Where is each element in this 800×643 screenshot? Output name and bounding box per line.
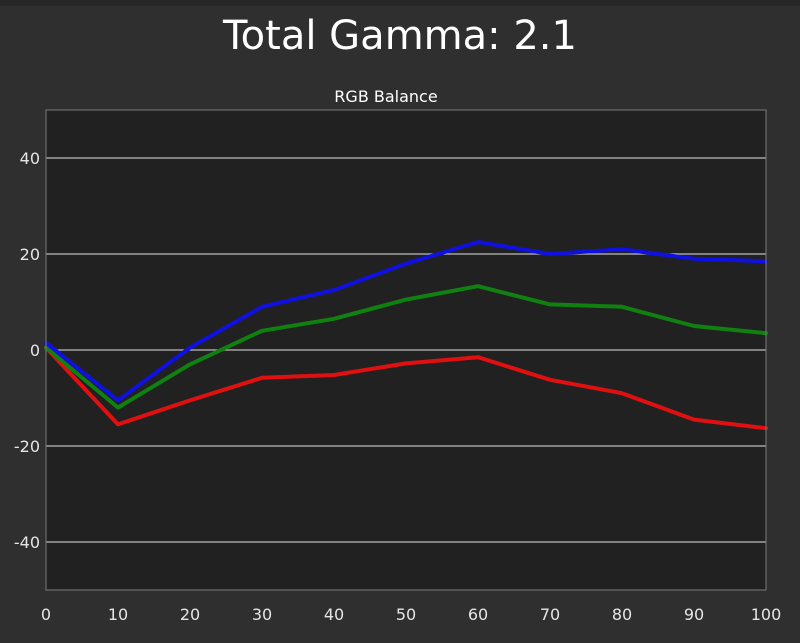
window-top-strip xyxy=(0,0,800,6)
y-tick-label: -40 xyxy=(14,533,40,552)
chart-title: RGB Balance xyxy=(334,87,437,106)
page-title: Total Gamma: 2.1 xyxy=(223,13,577,59)
y-tick-label: -20 xyxy=(14,437,40,456)
x-tick-label: 90 xyxy=(684,605,704,624)
x-tick-labels: 0 10 20 30 40 50 60 70 80 90 100 xyxy=(41,605,781,624)
x-tick-label: 20 xyxy=(180,605,200,624)
x-tick-label: 30 xyxy=(252,605,272,624)
x-tick-label: 50 xyxy=(396,605,416,624)
series-line-3 xyxy=(44,240,768,403)
series-line-1 xyxy=(44,345,768,431)
y-tick-labels: -40 -20 0 20 40 xyxy=(14,149,40,552)
x-tick-label: 60 xyxy=(468,605,488,624)
x-tick-label: 100 xyxy=(751,605,782,624)
series-lines xyxy=(44,240,768,431)
series-line-2 xyxy=(44,284,768,410)
x-tick-label: 40 xyxy=(324,605,344,624)
plot-frame xyxy=(45,109,767,591)
x-tick-label: 80 xyxy=(612,605,632,624)
x-tick-label: 10 xyxy=(108,605,128,624)
x-tick-label: 70 xyxy=(540,605,560,624)
y-tick-label: 40 xyxy=(20,149,40,168)
x-tick-label: 0 xyxy=(41,605,51,624)
y-tick-label: 0 xyxy=(30,341,40,360)
y-tick-label: 20 xyxy=(20,245,40,264)
